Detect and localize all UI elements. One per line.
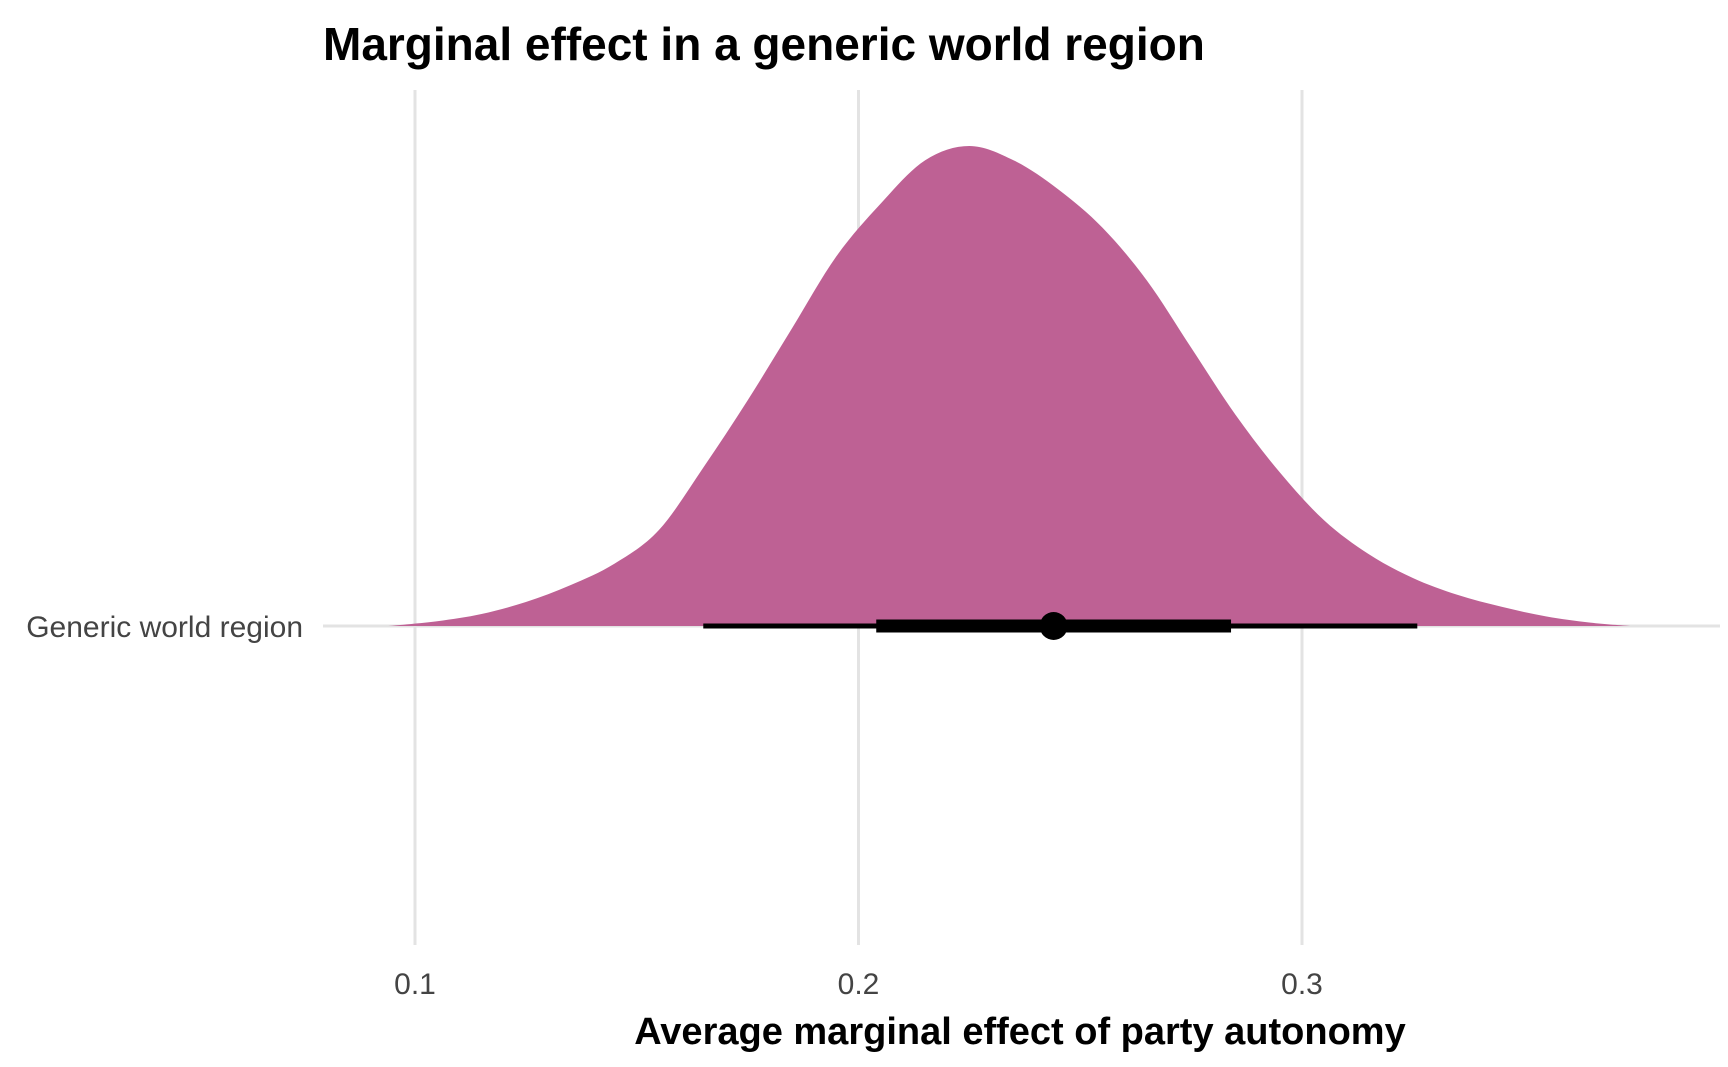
x-tick-label-2: 0.3 bbox=[1281, 968, 1323, 1001]
interval-layer bbox=[703, 612, 1418, 640]
x-axis-title: Average marginal effect of party autonom… bbox=[634, 1011, 1405, 1053]
chart-title: Marginal effect in a generic world regio… bbox=[323, 18, 1205, 70]
point-estimate bbox=[1039, 612, 1068, 640]
category-label: Generic world region bbox=[26, 611, 303, 644]
x-axis-ticks: 0.1 0.2 0.3 bbox=[394, 968, 1323, 1001]
density-layer bbox=[388, 146, 1631, 626]
density-area bbox=[388, 146, 1631, 626]
x-tick-label-0: 0.1 bbox=[394, 968, 436, 1001]
x-tick-label-1: 0.2 bbox=[838, 968, 880, 1001]
